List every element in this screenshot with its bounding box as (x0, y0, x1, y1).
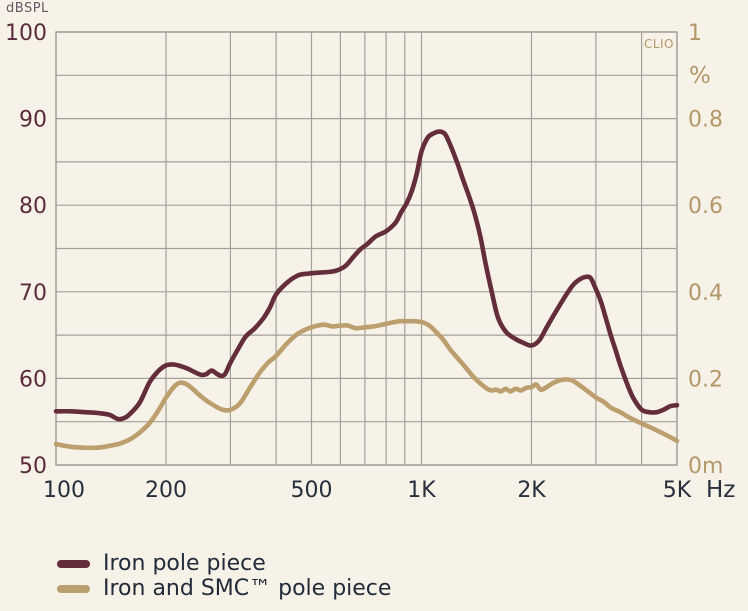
y-left-tick-label: 60 (19, 367, 47, 392)
legend-item-smc: Iron and SMC™ pole piece (57, 576, 391, 601)
series-iron-curve (53, 129, 680, 422)
legend: Iron pole piece Iron and SMC™ pole piece (57, 551, 391, 601)
y-left-tick-label: 80 (19, 194, 47, 219)
y-right-tick-label: 0.2 (688, 367, 723, 392)
legend-label-smc: Iron and SMC™ pole piece (103, 575, 392, 601)
x-tick-label: 200 (145, 478, 187, 503)
x-tick-label: 2K (517, 478, 546, 503)
x-tick-label: 500 (290, 478, 332, 503)
legend-item-iron: Iron pole piece (57, 551, 391, 576)
y-left-tick-label: 90 (19, 108, 47, 133)
clio-watermark: CLIO (643, 37, 674, 51)
legend-swatch-iron (57, 559, 90, 568)
y-right-tick-label: 0.8 (688, 108, 723, 133)
y-left-tick-label: 50 (19, 454, 47, 479)
y-left-unit-label: dBSPL (6, 1, 49, 16)
y-right-tick-label: 0.4 (688, 281, 723, 306)
y-left-tick-label: 70 (19, 281, 47, 306)
y-left-tick-label: 100 (5, 21, 47, 46)
y-right-tick-label: 0.6 (688, 194, 723, 219)
legend-label-iron: Iron pole piece (103, 550, 266, 576)
y-right-unit-label: % (689, 63, 711, 89)
x-tick-label: 100 (43, 478, 85, 503)
legend-swatch-smc (57, 584, 90, 593)
x-tick-label: 1K (407, 478, 436, 503)
plot-border (55, 31, 678, 466)
y-right-tick-label: 1 (688, 21, 702, 46)
series-smc-curve (53, 318, 680, 451)
y-right-tick-label: 0m (688, 454, 723, 479)
x-axis-unit-label: Hz (706, 477, 736, 503)
x-tick-label: 5K (663, 478, 692, 503)
